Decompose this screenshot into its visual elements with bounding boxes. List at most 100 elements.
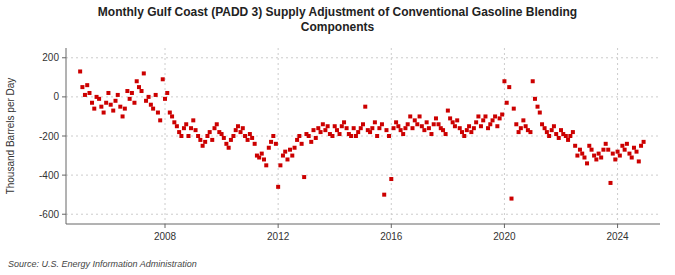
title: Monthly Gulf Coast (PADD 3) Supply Adjus…: [98, 5, 577, 34]
point: [418, 114, 422, 118]
point: [333, 124, 337, 128]
point: [239, 130, 243, 134]
point: [179, 134, 183, 138]
point: [271, 134, 275, 138]
point: [109, 103, 113, 107]
point: [422, 128, 426, 132]
point: [87, 91, 91, 95]
point: [78, 69, 82, 73]
point: [637, 159, 641, 163]
point: [170, 114, 174, 118]
point: [302, 175, 306, 179]
point: [248, 132, 252, 136]
grid-line-y: [66, 57, 660, 58]
point: [597, 152, 601, 156]
point: [382, 193, 386, 197]
point: [168, 111, 172, 115]
point: [486, 126, 490, 130]
point: [196, 134, 200, 138]
point: [415, 122, 419, 126]
point: [408, 114, 412, 118]
point: [260, 152, 264, 156]
point: [222, 136, 226, 140]
point: [458, 126, 462, 130]
point: [474, 120, 478, 124]
point: [448, 116, 452, 120]
point: [483, 114, 487, 118]
point: [314, 136, 318, 140]
point: [123, 107, 127, 111]
x-tick-label: 2008: [154, 231, 177, 242]
y-tick: [62, 214, 66, 215]
point: [264, 163, 268, 167]
point: [606, 148, 610, 152]
point: [125, 89, 129, 93]
point: [205, 134, 209, 138]
point: [323, 128, 327, 132]
point: [370, 126, 374, 130]
point: [566, 138, 570, 142]
point: [623, 148, 627, 152]
point: [186, 134, 190, 138]
point: [80, 85, 84, 89]
point: [573, 144, 577, 148]
point: [575, 154, 579, 158]
point: [92, 107, 96, 111]
point: [231, 134, 235, 138]
point: [149, 103, 153, 107]
point: [429, 132, 433, 136]
point: [519, 126, 523, 130]
point: [510, 197, 514, 201]
y-tick-label: 0: [53, 91, 59, 102]
y-axis-label: Thousand Barrels per Day: [5, 78, 16, 195]
point: [387, 134, 391, 138]
point: [257, 156, 261, 160]
point: [102, 111, 106, 115]
y-tick-label: -200: [39, 131, 59, 142]
point: [250, 136, 254, 140]
point: [121, 114, 125, 118]
point: [432, 122, 436, 126]
point: [406, 122, 410, 126]
point: [389, 177, 393, 181]
point: [545, 130, 549, 134]
point: [224, 142, 228, 146]
point: [151, 107, 155, 111]
point: [455, 118, 459, 122]
point: [283, 150, 287, 154]
point: [375, 134, 379, 138]
y-tick: [62, 136, 66, 137]
point: [363, 105, 367, 109]
point: [281, 154, 285, 158]
point: [571, 130, 575, 134]
point: [177, 130, 181, 134]
point: [502, 79, 506, 83]
point: [135, 79, 139, 83]
point: [488, 122, 492, 126]
x-tick: [165, 224, 166, 228]
point: [403, 126, 407, 130]
point: [330, 134, 334, 138]
x-tick: [504, 224, 505, 228]
point: [533, 97, 537, 101]
point: [111, 109, 115, 113]
point: [128, 97, 132, 101]
point: [580, 152, 584, 156]
point: [585, 161, 589, 165]
x-tick: [278, 224, 279, 228]
point: [538, 111, 542, 115]
point: [632, 146, 636, 150]
point: [307, 134, 311, 138]
point: [349, 134, 353, 138]
point: [512, 107, 516, 111]
point: [213, 126, 217, 130]
point: [118, 105, 122, 109]
point: [427, 126, 431, 130]
point: [543, 126, 547, 130]
point: [601, 148, 605, 152]
point: [290, 154, 294, 158]
point: [399, 128, 403, 132]
point: [295, 138, 299, 142]
y-tick: [62, 57, 66, 58]
point: [604, 142, 608, 146]
